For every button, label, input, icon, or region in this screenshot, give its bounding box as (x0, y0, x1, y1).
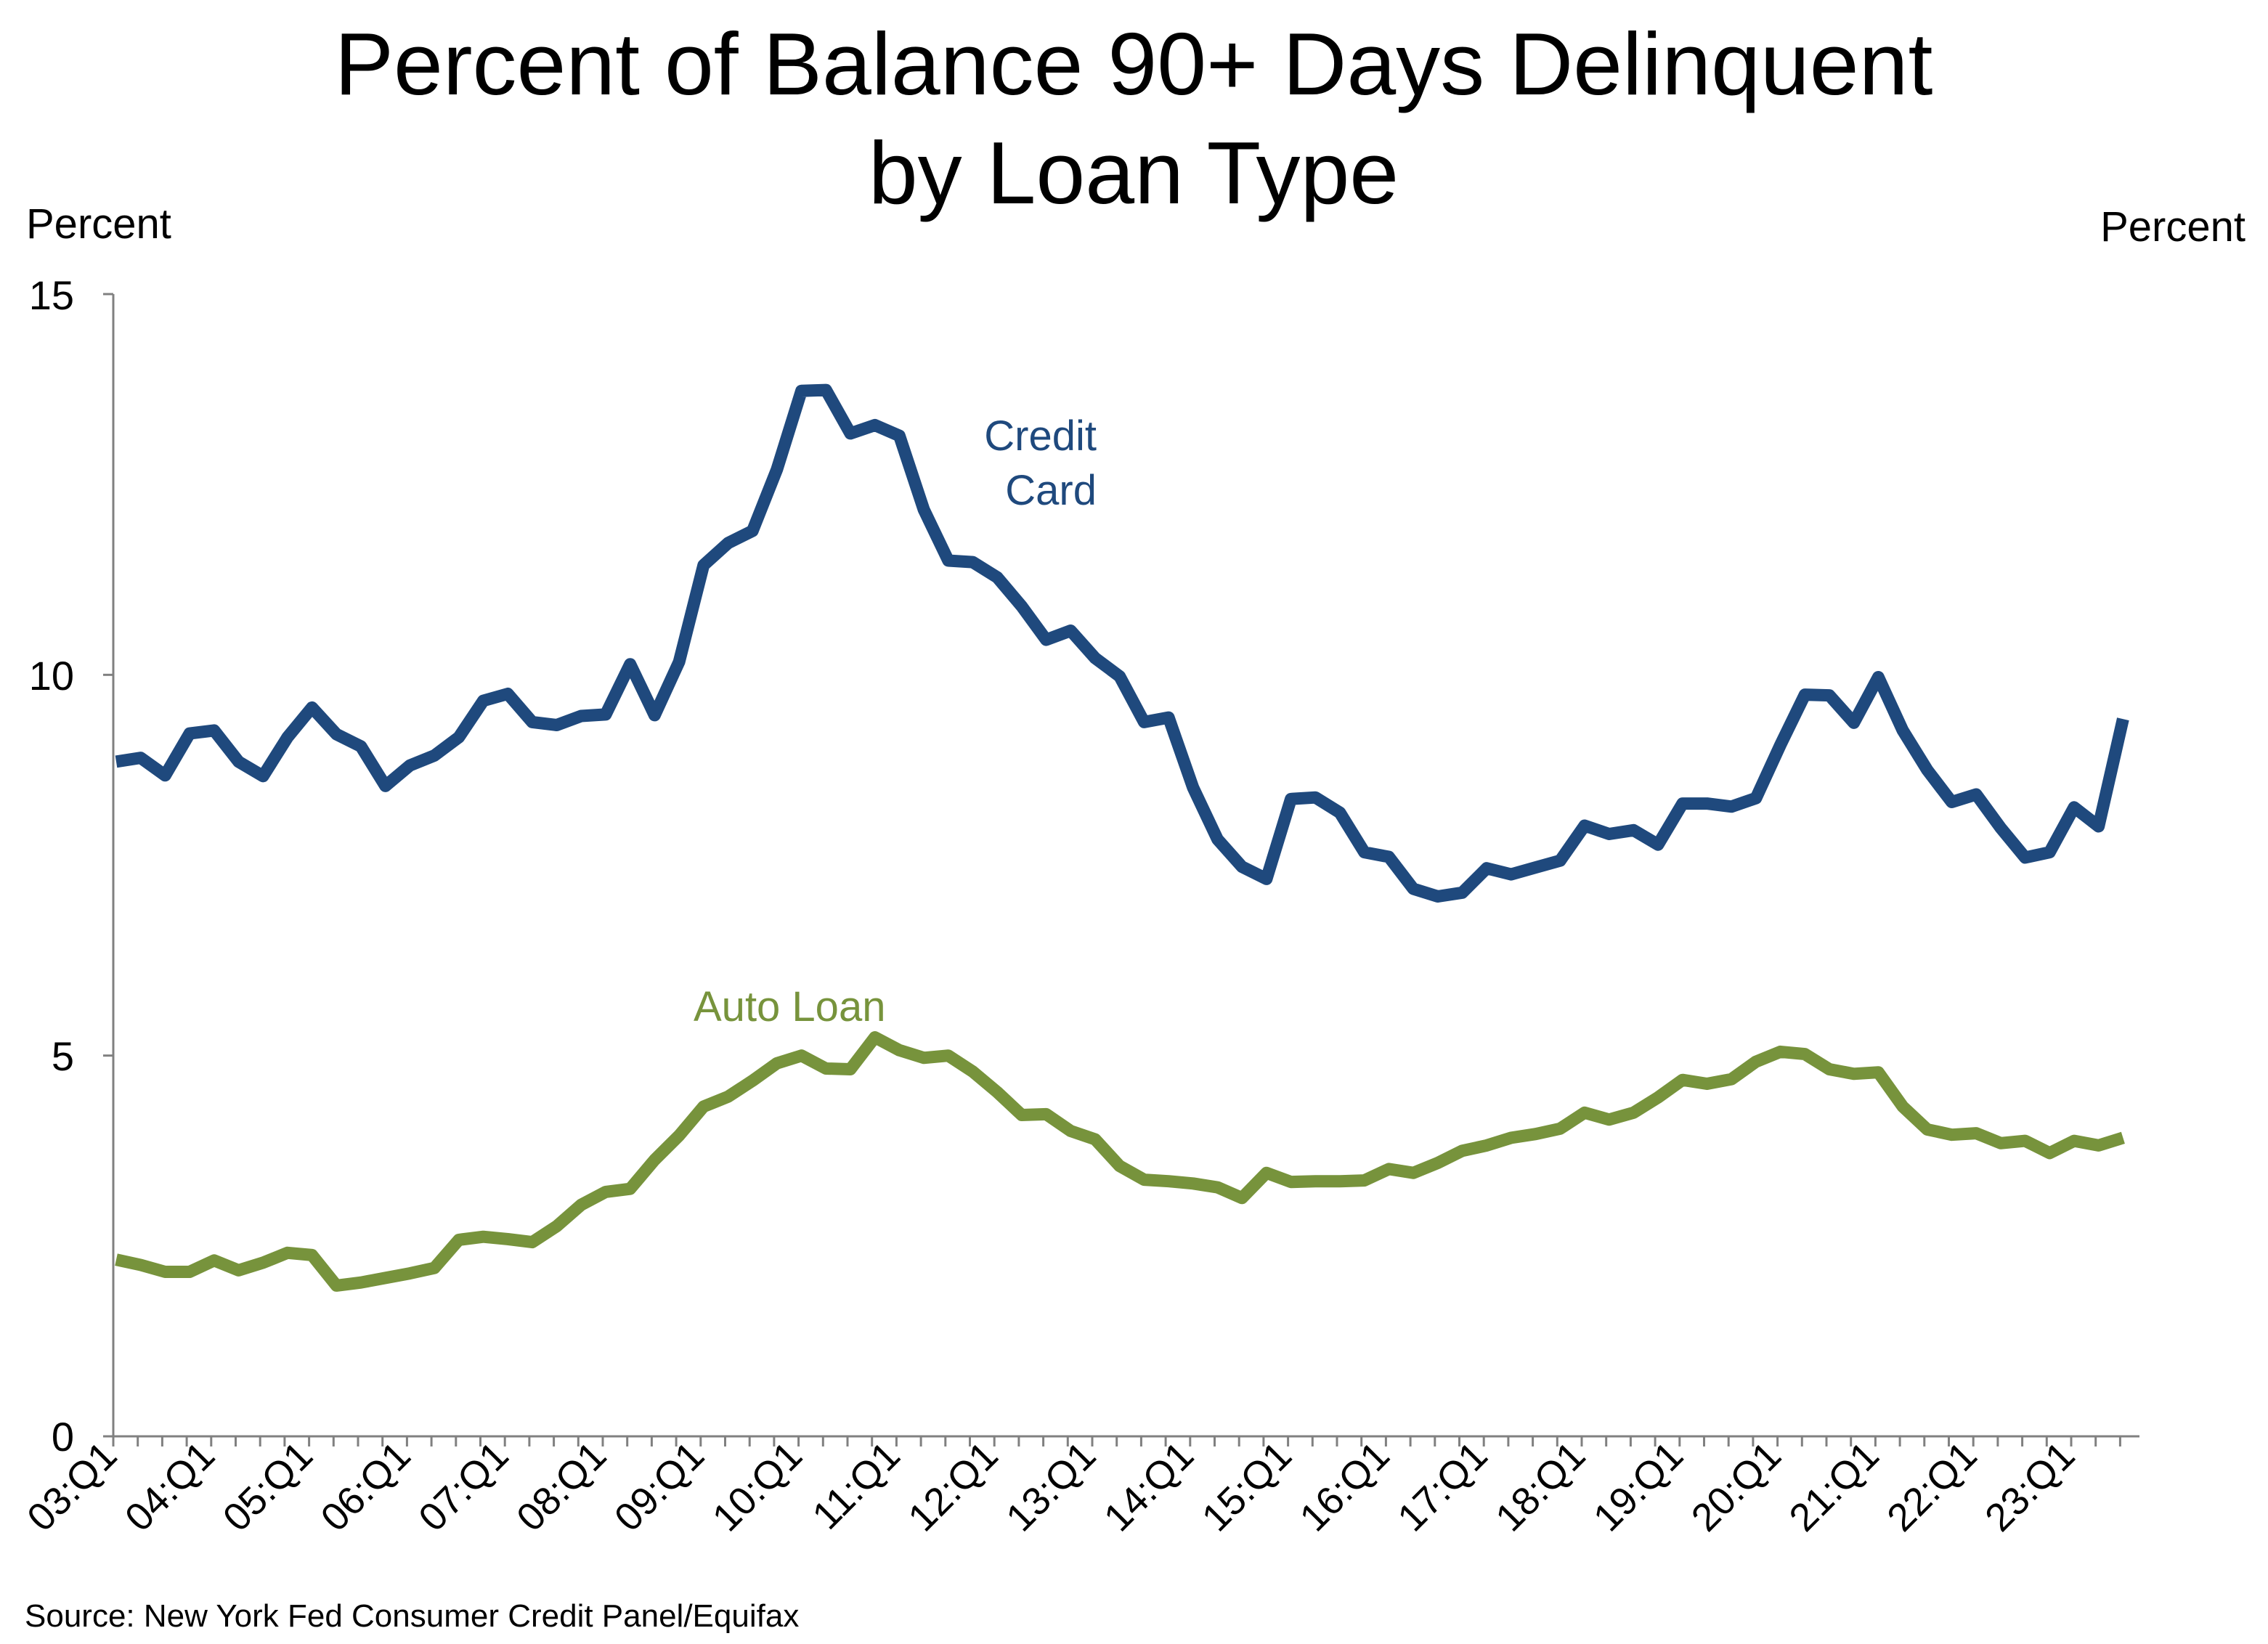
y-axis-ticks (103, 293, 113, 1438)
x-tick-label: 13:Q1 (998, 1433, 1104, 1539)
chart-title-line-1: Percent of Balance 90+ Days Delinquent (335, 15, 1933, 113)
x-tick-label: 21:Q1 (1781, 1433, 1887, 1539)
x-tick-label: 15:Q1 (1194, 1433, 1300, 1539)
x-tick-label: 07:Q1 (410, 1433, 516, 1539)
y-tick-label: 15 (29, 272, 74, 318)
auto-loan-line (115, 1031, 2125, 1292)
credit-card-label-line-1: Credit (984, 412, 1097, 460)
source-note: Source: New York Fed Consumer Credit Pan… (25, 1598, 799, 1634)
x-tick-label: 05:Q1 (215, 1433, 321, 1539)
x-tick-label: 12:Q1 (900, 1433, 1006, 1539)
x-tick-label: 08:Q1 (508, 1433, 614, 1539)
x-tick-label: 10:Q1 (704, 1433, 810, 1539)
chart-title-line-2: by Loan Type (869, 123, 1399, 222)
x-tick-label: 19:Q1 (1585, 1433, 1691, 1539)
x-axis-labels: 03:Q104:Q105:Q106:Q107:Q108:Q109:Q110:Q1… (19, 1433, 2083, 1539)
y-tick-label: 10 (29, 653, 74, 699)
left-unit-label: Percent (26, 200, 171, 248)
x-tick-label: 22:Q1 (1879, 1433, 1985, 1539)
credit-card-line (115, 383, 2129, 903)
right-unit-label: Percent (2100, 203, 2245, 251)
y-tick-label: 5 (52, 1033, 74, 1079)
x-tick-label: 16:Q1 (1291, 1433, 1397, 1539)
auto-loan-label: Auto Loan (694, 983, 885, 1030)
x-tick-label: 20:Q1 (1683, 1433, 1789, 1539)
x-axis-ticks (112, 1436, 2121, 1446)
x-tick-label: 17:Q1 (1389, 1433, 1495, 1539)
x-tick-label: 11:Q1 (804, 1433, 909, 1538)
x-tick-label: 23:Q1 (1977, 1433, 2083, 1539)
x-tick-label: 06:Q1 (312, 1433, 418, 1539)
x-tick-label: 18:Q1 (1487, 1433, 1593, 1539)
x-tick-label: 14:Q1 (1096, 1433, 1202, 1539)
y-tick-label: 0 (52, 1414, 74, 1460)
credit-card-label-line-2: Card (1005, 467, 1097, 514)
x-tick-label: 04:Q1 (117, 1433, 223, 1539)
x-tick-label: 09:Q1 (606, 1433, 712, 1539)
